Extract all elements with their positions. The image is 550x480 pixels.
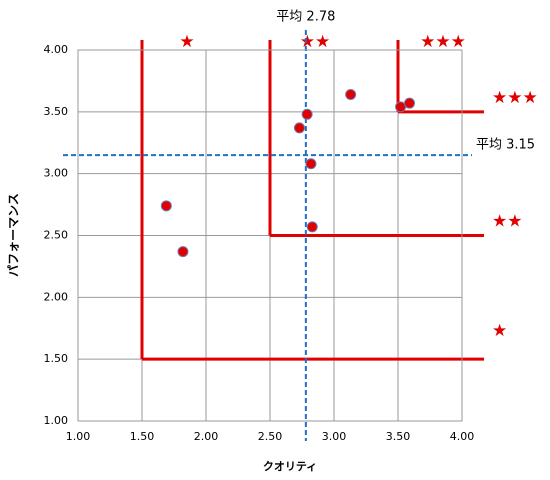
x-tick-label: 3.00 (322, 430, 347, 443)
y-tick-label: 1.00 (44, 414, 69, 427)
x-tick-label: 1.00 (66, 430, 91, 443)
x-tick-label: 3.50 (386, 430, 411, 443)
point (404, 97, 416, 109)
plot-border (77, 49, 463, 422)
y-tick-label: 1.50 (44, 352, 69, 365)
point (160, 200, 172, 212)
x-tick-label: 1.50 (130, 430, 155, 443)
y-tick-label: 2.00 (44, 290, 69, 303)
mean-x-label: 平均 2.78 (276, 10, 335, 25)
zone-top-label: ★★★ (420, 32, 466, 52)
y-tick-label: 4.00 (44, 43, 69, 56)
point (345, 89, 357, 101)
zone-right-label: ★ (492, 321, 507, 341)
y-tick-label: 3.50 (44, 105, 69, 118)
x-tick-label: 2.50 (258, 430, 283, 443)
point (306, 221, 318, 233)
zone-top-label: ★★ (300, 32, 330, 52)
zone-top-label: ★ (179, 32, 194, 52)
x-tick-label: 2.00 (194, 430, 219, 443)
point (301, 108, 313, 120)
y-axis-label: パフォーマンス (7, 193, 21, 277)
y-tick-label: 2.50 (44, 229, 69, 242)
zone-right-label: ★★★ (492, 88, 538, 108)
point (305, 158, 317, 170)
y-tick-label: 3.00 (44, 167, 69, 180)
point (293, 122, 305, 134)
x-axis-label: クオリティ (263, 460, 317, 473)
zone-right-label: ★★ (492, 212, 522, 232)
x-tick-label: 4.00 (450, 430, 475, 443)
mean-y-label: 平均 3.15 (476, 138, 535, 153)
point (177, 246, 189, 258)
